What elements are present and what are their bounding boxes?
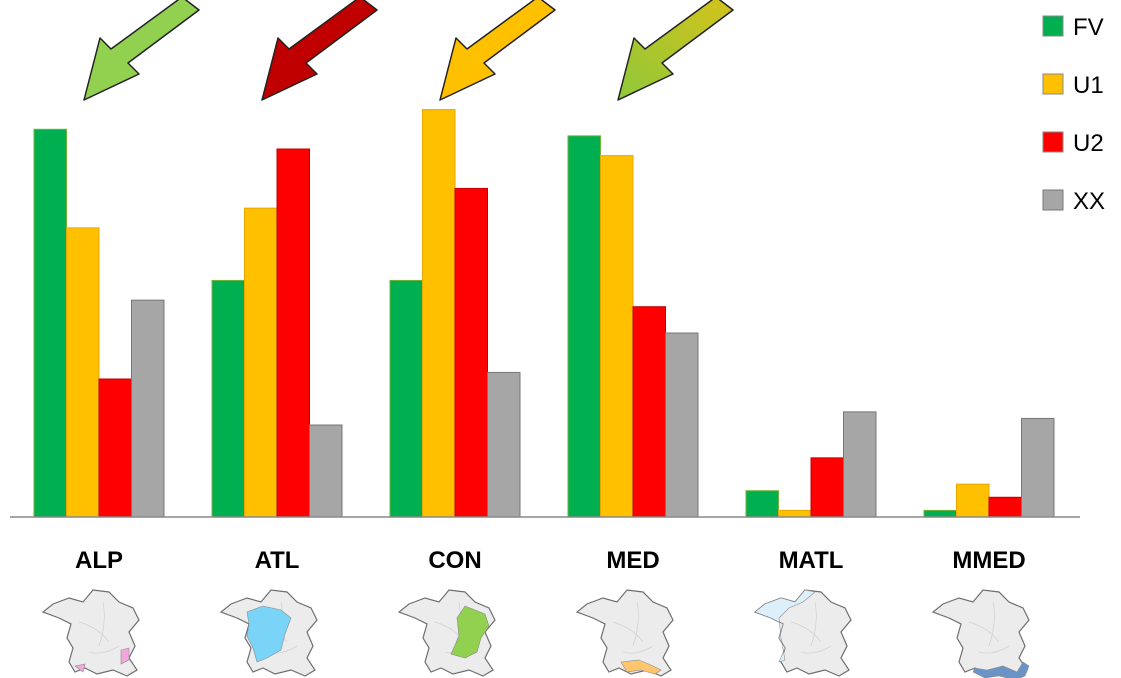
legend-swatch-fv (1042, 15, 1064, 37)
bar-med-u1 (600, 155, 634, 518)
region-map-med (575, 589, 674, 677)
bar-med-fv (567, 135, 601, 518)
highlighted-region-atl (246, 605, 292, 663)
bar-matl-u1 (778, 509, 812, 518)
legend-label-fv: FV (1073, 14, 1104, 41)
bar-alp-u1 (66, 227, 100, 518)
bar-atl-u1 (244, 207, 278, 518)
trend-arrow-med (617, 0, 734, 101)
legend-label-u2: U2 (1073, 130, 1104, 157)
trend-arrows (83, 0, 734, 101)
highlighted-region-matl (754, 589, 816, 663)
region-map-alp (41, 589, 140, 677)
region-map-matl (753, 589, 852, 677)
category-label-mmed: MMED (952, 547, 1025, 574)
legend-swatch-u2 (1042, 131, 1064, 153)
highlighted-region-alp (74, 647, 130, 673)
france-outline (575, 589, 674, 677)
category-label-atl: ATL (255, 547, 300, 574)
bar-alp-u2 (98, 378, 132, 518)
bar-alp-xx (131, 299, 165, 518)
highlighted-region-con (450, 605, 490, 659)
category-label-con: CON (428, 547, 481, 574)
bar-group-con (389, 109, 521, 518)
bar-group-mmed (923, 417, 1055, 518)
bar-med-u2 (632, 306, 666, 518)
region-borders (612, 601, 654, 654)
highlighted-region-mmed (972, 661, 1030, 678)
highlighted-region-med (620, 659, 662, 675)
france-outline (931, 589, 1030, 677)
bar-atl-fv (211, 279, 245, 518)
bar-mmed-u2 (988, 496, 1022, 518)
bar-group-atl (211, 148, 343, 518)
region-map-atl (219, 589, 318, 677)
region-maps (41, 589, 1030, 678)
bar-matl-xx (843, 411, 877, 518)
bar-mmed-xx (1021, 417, 1055, 518)
trend-arrow-alp (83, 0, 200, 101)
legend-item-xx: XX (1042, 188, 1105, 215)
trend-arrow-con (439, 0, 556, 101)
bar-con-fv (389, 279, 423, 518)
category-label-med: MED (606, 547, 659, 574)
bar-con-u1 (422, 109, 456, 518)
france-outline (41, 589, 140, 677)
bar-atl-u2 (276, 148, 310, 518)
bar-group-matl (745, 411, 877, 518)
category-label-matl: MATL (779, 547, 844, 574)
bar-con-xx (487, 371, 521, 518)
bar-alp-fv (33, 128, 67, 518)
legend-swatch-u1 (1042, 73, 1064, 95)
bar-group-alp (33, 128, 165, 518)
trend-arrow-atl (261, 0, 378, 101)
bar-atl-xx (309, 424, 343, 518)
bar-mmed-u1 (956, 483, 990, 518)
legend: FV U1 U2 XX (1042, 14, 1105, 215)
region-borders (78, 601, 120, 654)
bars (33, 109, 1055, 518)
region-borders (790, 601, 832, 654)
legend-label-xx: XX (1073, 188, 1105, 215)
bar-matl-u2 (810, 457, 844, 518)
category-label-alp: ALP (75, 547, 123, 574)
bar-con-u2 (454, 187, 488, 518)
legend-item-u1: U1 (1042, 72, 1104, 99)
legend-item-fv: FV (1042, 14, 1104, 41)
legend-item-u2: U2 (1042, 130, 1104, 157)
legend-swatch-xx (1042, 189, 1064, 211)
bar-mmed-fv (923, 509, 957, 518)
region-borders (968, 601, 1010, 654)
bar-med-xx (665, 332, 699, 518)
bar-group-med (567, 135, 699, 518)
legend-label-u1: U1 (1073, 72, 1104, 99)
region-map-con (397, 589, 496, 677)
region-map-mmed (931, 589, 1030, 678)
bar-matl-fv (745, 490, 779, 518)
category-labels: ALP ATL CON MED MATL MMED (75, 547, 1026, 574)
